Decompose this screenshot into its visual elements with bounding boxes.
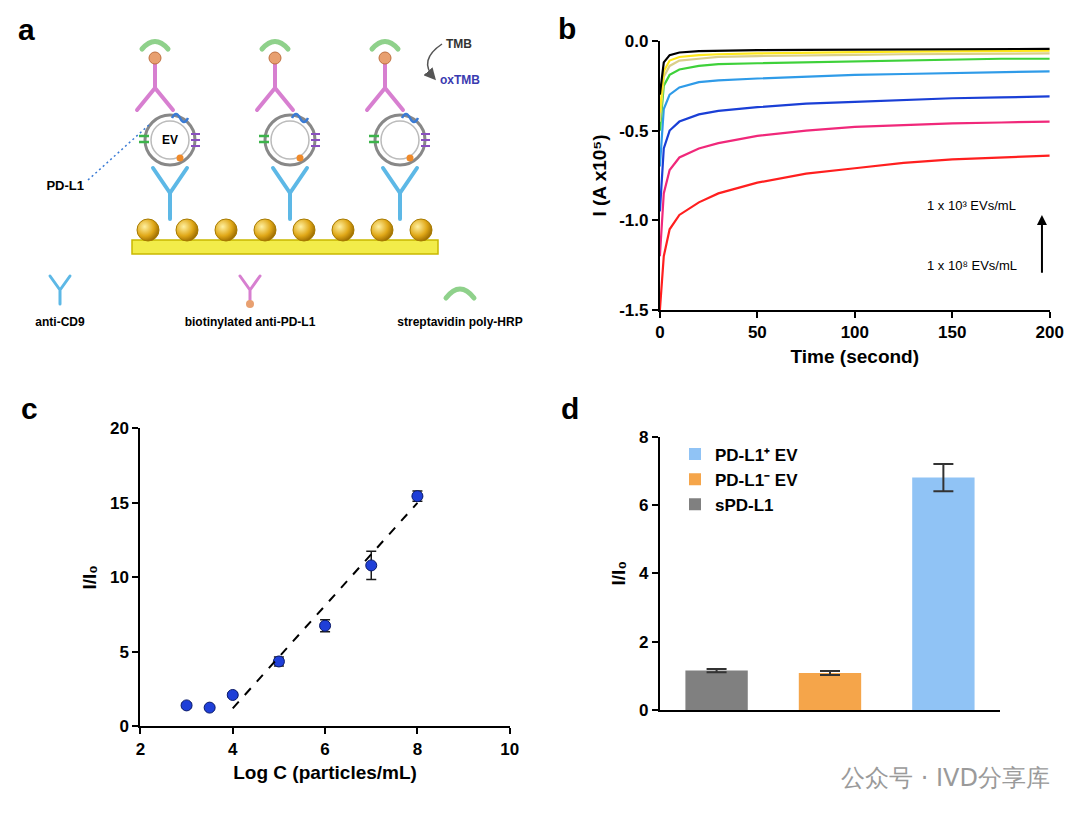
svg-text:4: 4 — [228, 740, 238, 759]
svg-text:4: 4 — [639, 564, 649, 583]
svg-text:100: 100 — [841, 323, 869, 342]
svg-text:15: 15 — [110, 494, 129, 513]
svg-text:0: 0 — [655, 323, 664, 342]
svg-text:2: 2 — [639, 633, 648, 652]
svg-text:1 x 10³ EVs/mL: 1 x 10³ EVs/mL — [927, 198, 1016, 213]
svg-text:5: 5 — [120, 643, 129, 662]
svg-text:Log C (particles/mL): Log C (particles/mL) — [233, 762, 417, 783]
svg-text:1 x 10⁸ EVs/mL: 1 x 10⁸ EVs/mL — [927, 258, 1017, 273]
svg-text:8: 8 — [639, 428, 648, 447]
svg-text:sPD-L1: sPD-L1 — [715, 496, 774, 515]
svg-text:10: 10 — [110, 568, 129, 587]
svg-text:8: 8 — [413, 740, 422, 759]
svg-text:EV: EV — [162, 133, 178, 147]
svg-text:PD-L1⁻ EV: PD-L1⁻ EV — [715, 471, 798, 490]
svg-text:10: 10 — [500, 740, 519, 759]
svg-text:anti-CD9: anti-CD9 — [35, 315, 85, 329]
svg-text:c: c — [21, 392, 38, 425]
svg-text:oxTMB: oxTMB — [440, 73, 480, 87]
svg-text:I (A x10⁵): I (A x10⁵) — [589, 134, 610, 216]
svg-text:-1.5: -1.5 — [619, 301, 648, 320]
svg-text:6: 6 — [639, 496, 648, 515]
svg-text:150: 150 — [938, 323, 966, 342]
html-text:公众号 · IVD分享库: 公众号 · IVD分享库 — [841, 764, 1050, 792]
svg-text:b: b — [558, 12, 576, 45]
svg-text:TMB: TMB — [446, 37, 472, 51]
svg-text:biotinylated anti-PD-L1: biotinylated anti-PD-L1 — [185, 315, 316, 329]
svg-text:20: 20 — [110, 419, 129, 438]
svg-text:2: 2 — [136, 740, 145, 759]
svg-text:50: 50 — [748, 323, 767, 342]
svg-text:6: 6 — [320, 740, 329, 759]
svg-text:d: d — [561, 392, 579, 425]
svg-text:I/I₀: I/I₀ — [608, 561, 629, 585]
svg-text:I/I₀: I/I₀ — [79, 565, 100, 589]
svg-text:0: 0 — [120, 717, 129, 736]
svg-text:a: a — [18, 13, 35, 46]
svg-text:-0.5: -0.5 — [619, 122, 648, 141]
svg-text:0.0: 0.0 — [625, 32, 649, 51]
svg-text:200: 200 — [1036, 323, 1064, 342]
svg-text:-1.0: -1.0 — [619, 211, 648, 230]
svg-text:streptavidin poly-HRP: streptavidin poly-HRP — [397, 315, 522, 329]
svg-text:PD-L1⁺ EV: PD-L1⁺ EV — [715, 446, 798, 465]
svg-text:PD-L1: PD-L1 — [46, 178, 84, 193]
svg-text:0: 0 — [639, 701, 648, 720]
svg-text:Time (second): Time (second) — [791, 346, 919, 367]
